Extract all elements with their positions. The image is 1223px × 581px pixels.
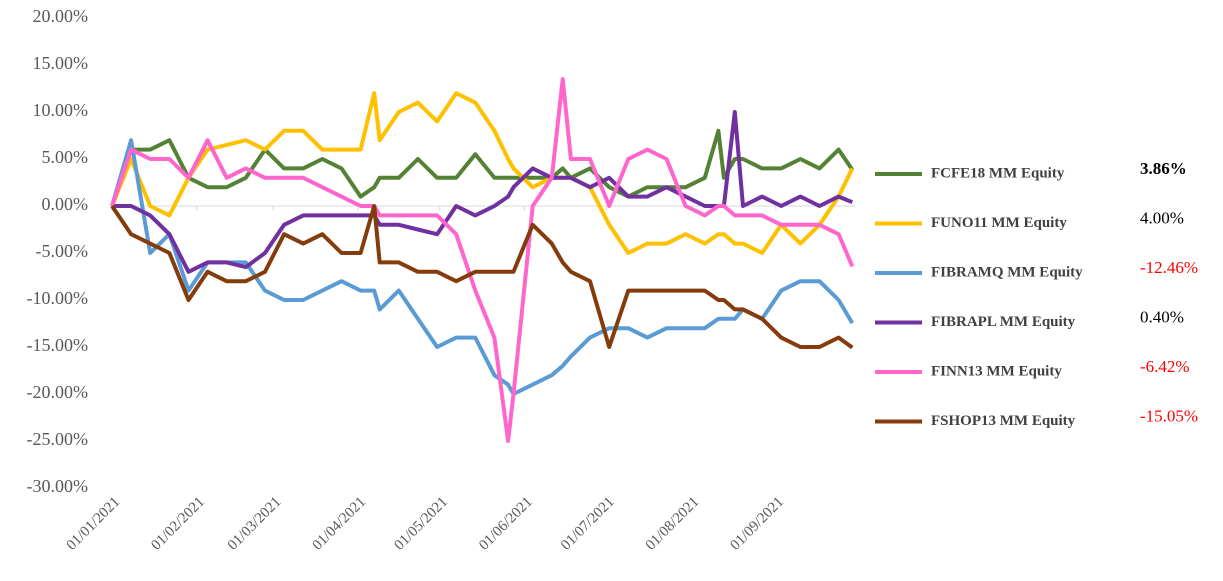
x-tick-label: 01/09/2021 [727, 494, 787, 554]
series-line [110, 128, 854, 207]
end-value-label: -6.42% [1140, 357, 1190, 376]
y-tick-label: -20.00% [27, 382, 89, 402]
y-tick-label: -15.00% [27, 335, 89, 355]
end-value-label: 0.40% [1140, 307, 1184, 326]
y-tick-label: -5.00% [36, 241, 89, 261]
legend-label: FUNO11 MM Equity [931, 215, 1067, 231]
end-value-label: 3.86% [1140, 159, 1187, 178]
x-tick-label: 01/08/2021 [643, 494, 703, 554]
series-line [110, 91, 855, 255]
legend-label: FINN13 MM Equity [931, 363, 1062, 379]
legend-label: FCFE18 MM Equity [931, 165, 1065, 181]
y-tick-label: 15.00% [33, 53, 89, 73]
end-value-label: -15.05% [1140, 406, 1198, 425]
y-tick-label: -10.00% [27, 288, 89, 308]
end-value-label: 4.00% [1140, 208, 1184, 227]
series-line [110, 204, 854, 350]
x-tick-label: 01/06/2021 [476, 494, 536, 554]
y-tick-label: 5.00% [42, 147, 89, 167]
x-tick-label: 01/07/2021 [558, 494, 618, 554]
end-value-label: -12.46% [1140, 258, 1198, 277]
y-tick-label: 20.00% [33, 6, 89, 26]
series-line [110, 138, 855, 396]
legend-label: FIBRAPL MM Equity [931, 314, 1076, 330]
y-tick-label: -25.00% [27, 429, 89, 449]
y-tick-label: -30.00% [27, 476, 89, 496]
legend-label: FIBRAMQ MM Equity [931, 264, 1083, 280]
x-tick-label: 01/05/2021 [391, 494, 451, 554]
y-tick-label: 0.00% [42, 194, 89, 214]
legend-label: FSHOP13 MM Equity [931, 413, 1076, 429]
x-tick-label: 01/01/2021 [64, 494, 124, 554]
x-tick-label: 01/02/2021 [148, 494, 208, 554]
x-tick-label: 01/03/2021 [225, 494, 285, 554]
y-tick-label: 10.00% [33, 100, 89, 120]
series-line [110, 77, 855, 443]
x-tick-label: 01/04/2021 [309, 494, 369, 554]
series-line [112, 110, 854, 274]
